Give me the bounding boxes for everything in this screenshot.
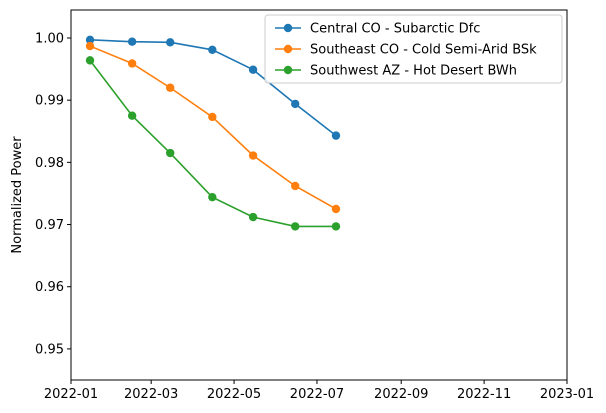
y-axis: 0.95 0.96 0.97 0.98 0.99 1.00 xyxy=(35,31,71,357)
data-point xyxy=(208,192,217,202)
data-point xyxy=(248,212,258,222)
plot-frame xyxy=(70,9,568,381)
x-tick-label: 2022-03 xyxy=(124,387,178,402)
legend: Central CO - Subarctic Dfc Southeast CO -… xyxy=(264,14,563,84)
data-point xyxy=(291,181,300,191)
legend-marker xyxy=(283,44,293,54)
series-3 xyxy=(85,56,341,231)
data-point xyxy=(208,112,217,122)
data-point xyxy=(331,131,341,140)
x-tick-label: 2022-05 xyxy=(207,387,261,402)
data-point xyxy=(166,38,175,47)
data-point xyxy=(127,37,137,46)
data-point xyxy=(85,41,95,51)
x-tick-label: 2022-09 xyxy=(374,387,428,402)
y-tick-label: 0.98 xyxy=(35,156,64,171)
y-tick-label: 0.97 xyxy=(35,218,64,233)
x-tick-label: 2022-11 xyxy=(457,387,511,402)
legend-label: Southeast CO - Cold Semi-Arid BSk xyxy=(310,43,537,58)
data-point xyxy=(85,56,95,65)
data-point xyxy=(166,148,175,158)
data-point xyxy=(166,83,175,92)
legend-item: Central CO - Subarctic Dfc xyxy=(275,22,480,37)
legend-label: Southwest AZ - Hot Desert BWh xyxy=(310,64,517,79)
legend-label: Central CO - Subarctic Dfc xyxy=(310,22,480,37)
x-tick-label: 2022-01 xyxy=(44,387,98,402)
x-tick-label: 2022-07 xyxy=(290,387,344,402)
data-point xyxy=(208,45,217,54)
data-point xyxy=(331,222,341,231)
data-point xyxy=(127,111,137,120)
series-line xyxy=(89,59,336,228)
data-point xyxy=(248,65,258,74)
y-tick-label: 1.00 xyxy=(35,31,64,46)
legend-item: Southwest AZ - Hot Desert BWh xyxy=(275,64,517,79)
series-2 xyxy=(85,41,341,214)
data-point xyxy=(291,99,300,109)
x-axis: 2022-01 2022-03 2022-05 2022-07 2022-09 2022-… xyxy=(44,380,594,402)
data-point xyxy=(331,204,341,214)
data-point xyxy=(85,35,95,45)
data-point xyxy=(127,59,137,68)
y-axis-label: Normalized Power xyxy=(10,136,25,254)
x-tick-label: 2023-01 xyxy=(540,387,594,402)
legend-box xyxy=(264,14,563,84)
legend-marker xyxy=(283,23,293,33)
y-tick-label: 0.96 xyxy=(35,280,64,295)
y-tick-label: 0.99 xyxy=(35,94,64,109)
y-tick-label: 0.95 xyxy=(35,342,64,357)
data-point xyxy=(248,151,258,160)
plot-area xyxy=(85,35,341,231)
legend-item: Southeast CO - Cold Semi-Arid BSk xyxy=(275,43,537,58)
data-point xyxy=(291,222,300,231)
series-1 xyxy=(85,35,341,140)
legend-marker xyxy=(283,65,293,75)
